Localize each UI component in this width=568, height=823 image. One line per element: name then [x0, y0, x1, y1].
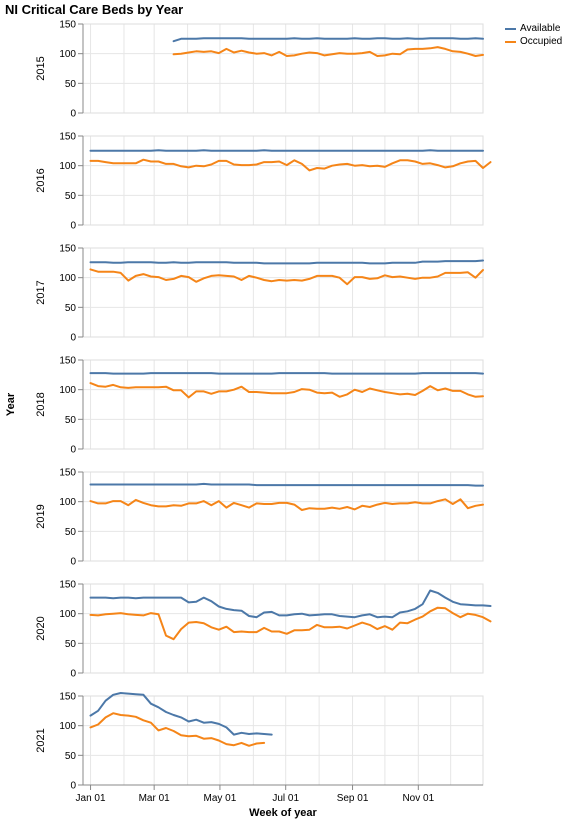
series-line-available-2020 [89, 589, 492, 619]
y-tick-label: 0 [70, 109, 76, 120]
facet-label-2015: 2015 [35, 56, 47, 80]
y-tick-label: 50 [65, 415, 77, 426]
y-tick-label: 150 [59, 468, 76, 479]
y-tick-label: 50 [65, 303, 77, 314]
series-line-occupied-2015 [172, 46, 484, 57]
facet-grid [83, 23, 483, 114]
series-line-occupied-2019 [89, 498, 484, 511]
facet-grid [83, 695, 483, 786]
series-line-occupied-2021 [89, 712, 266, 747]
chart-title: NI Critical Care Beds by Year [5, 2, 184, 17]
facet-panel-2019: 0 50 100 150 2019 [35, 468, 484, 568]
facet-panel-2015: 0 50 100 150 2015 [35, 20, 484, 120]
y-tick-label: 150 [59, 692, 76, 703]
facet-label-2020: 2020 [35, 616, 47, 640]
facet-frame [82, 23, 484, 114]
y-tick-label: 50 [65, 191, 77, 202]
y-tick-label: 100 [59, 49, 76, 60]
y-tick-label: 100 [59, 721, 76, 732]
series-line-occupied-2018 [89, 382, 484, 399]
y-tick-label: 100 [59, 385, 76, 396]
legend-swatch-available [505, 28, 516, 30]
series-line-available-2017 [89, 259, 484, 265]
facet-label-2016: 2016 [35, 168, 47, 192]
facet-frame [82, 695, 484, 786]
facet-panel-2017: 0 50 100 150 2017 [35, 244, 484, 344]
x-tick-label: Jul 01 [272, 793, 299, 804]
y-tick-label: 150 [59, 356, 76, 367]
y-tick-label: 50 [65, 527, 77, 538]
facet-row-title: Year [5, 392, 17, 416]
facet-label-2017: 2017 [35, 280, 47, 304]
x-axis-title: Week of year [249, 807, 317, 819]
facet-grid [83, 135, 483, 226]
series-line-occupied-2016 [89, 158, 492, 172]
series-line-occupied-2017 [89, 268, 484, 286]
facet-label-2018: 2018 [35, 392, 47, 416]
y-tick-label: 0 [70, 557, 76, 568]
legend-label-available: Available [520, 23, 561, 34]
x-tick-label: Mar 01 [139, 793, 171, 804]
y-tick-label: 0 [70, 221, 76, 232]
x-tick-label: Jan 01 [76, 793, 106, 804]
facet-label-2019: 2019 [35, 504, 47, 528]
y-tick-label: 50 [65, 639, 77, 650]
y-tick-label: 150 [59, 132, 76, 143]
series-line-occupied-2020 [89, 606, 492, 641]
facet-panel-2016: 0 50 100 150 2016 [35, 132, 492, 232]
y-tick-label: 0 [70, 781, 76, 792]
series-line-available-2018 [89, 372, 484, 375]
x-tick-label: Sep 01 [337, 793, 369, 804]
y-tick-label: 100 [59, 273, 76, 284]
series-line-available-2015 [172, 37, 484, 43]
series-line-available-2019 [89, 482, 484, 487]
facet-label-2021: 2021 [35, 728, 47, 752]
y-tick-label: 50 [65, 79, 77, 90]
facet-frame [82, 135, 484, 226]
series-line-available-2021 [89, 692, 273, 736]
facet-panel-2020: 0 50 100 150 2020 [35, 580, 492, 680]
y-tick-label: 100 [59, 161, 76, 172]
y-tick-label: 50 [65, 751, 77, 762]
x-tick-label: May 01 [204, 793, 237, 804]
facet-panel-2021: 0 50 100 150 2021 [35, 692, 484, 792]
y-tick-label: 150 [59, 244, 76, 255]
y-tick-label: 0 [70, 669, 76, 680]
y-tick-label: 0 [70, 445, 76, 456]
y-tick-label: 100 [59, 497, 76, 508]
legend-label-occupied: Occupied [520, 36, 563, 47]
y-tick-label: 150 [59, 20, 76, 31]
facet-panel-2018: 0 50 100 150 2018 [35, 356, 484, 456]
y-tick-label: 150 [59, 580, 76, 591]
series-line-available-2016 [89, 149, 484, 152]
legend-swatch-occupied [505, 41, 516, 43]
x-tick-label: Nov 01 [402, 793, 434, 804]
y-tick-label: 100 [59, 609, 76, 620]
y-tick-label: 0 [70, 333, 76, 344]
